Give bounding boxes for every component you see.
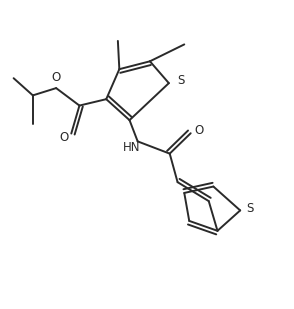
Text: S: S [247, 202, 254, 215]
Text: O: O [59, 131, 69, 144]
Text: O: O [195, 124, 204, 137]
Text: S: S [177, 74, 184, 87]
Text: HN: HN [123, 141, 140, 154]
Text: O: O [51, 71, 61, 84]
